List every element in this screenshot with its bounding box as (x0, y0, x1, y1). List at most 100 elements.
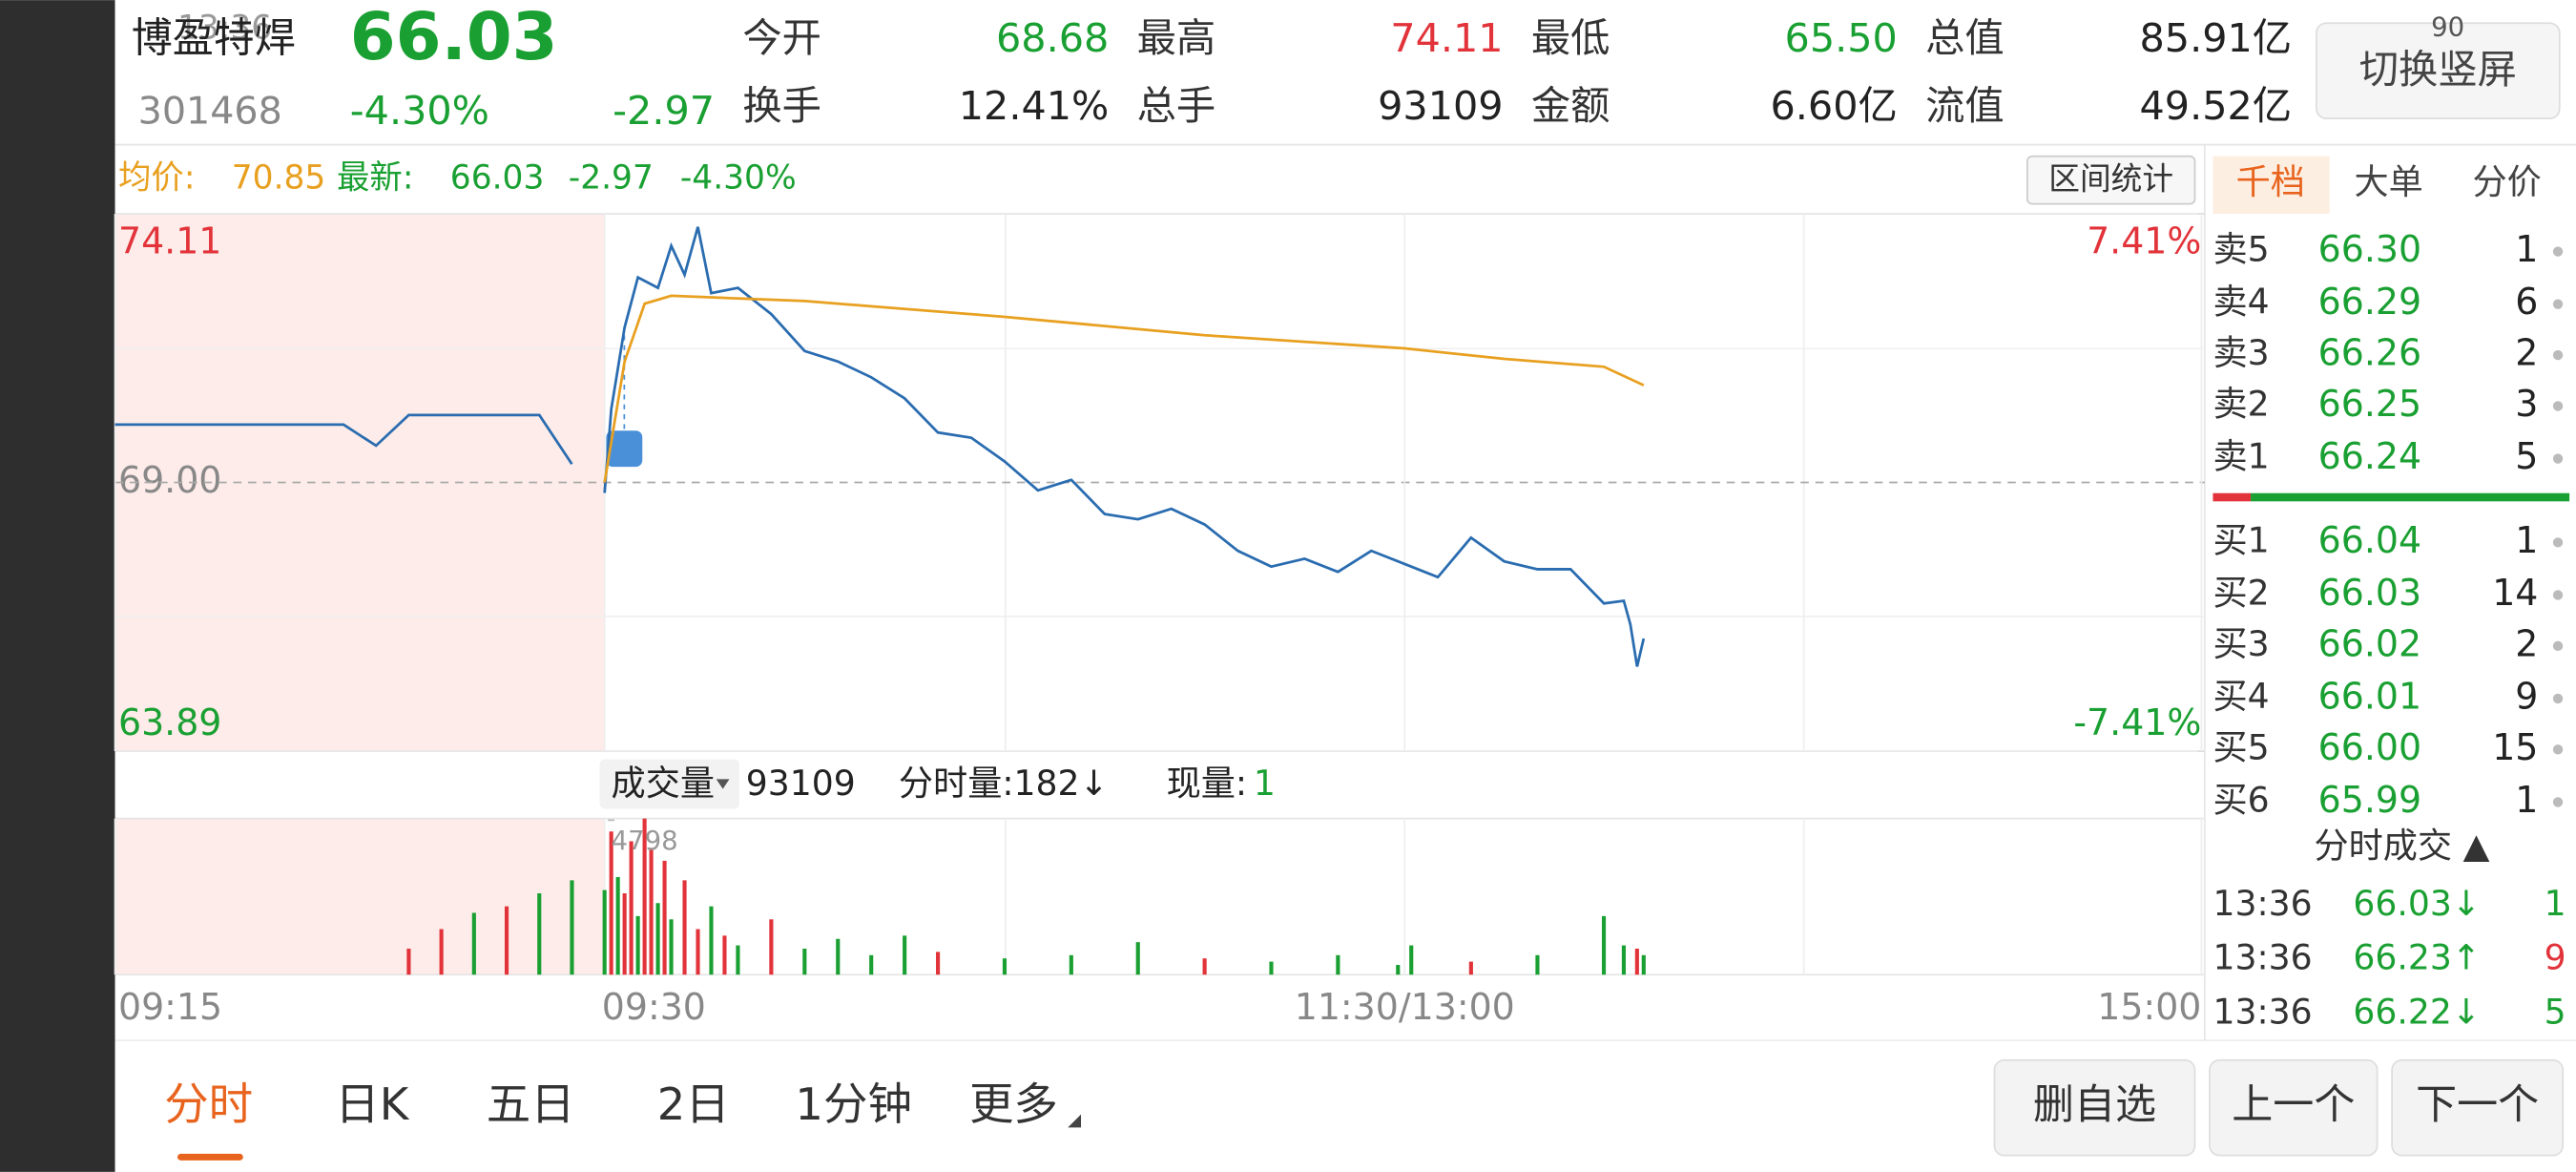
book-qty: 3 (2515, 383, 2538, 425)
book-qty: 15 (2492, 726, 2538, 768)
book-price: 65.99 (2318, 779, 2421, 821)
volume-bar (903, 935, 907, 975)
signal-badge (606, 430, 643, 468)
book-dot (2552, 693, 2564, 704)
book-divider-red (2212, 492, 2252, 502)
button-bg[interactable] (2391, 1058, 2565, 1157)
volume-bar (1468, 961, 1473, 975)
volume-max-label: 4798 (612, 826, 678, 856)
book-dot (2552, 453, 2564, 464)
book-tab[interactable]: 分价 (2473, 161, 2542, 202)
field-label: 最高 (1137, 15, 1216, 61)
book-label: 买3 (2212, 623, 2269, 664)
book-dot (2552, 299, 2564, 309)
field-value: 65.50 (1785, 15, 1898, 61)
button-label[interactable]: 下一个 (2416, 1081, 2539, 1129)
volume-bar (802, 948, 807, 975)
info-text: 70.85 (232, 158, 326, 197)
minute-volume: 分时量:182↓ (899, 763, 1109, 804)
book-dot (2552, 246, 2564, 257)
volume-bar (836, 938, 841, 975)
info-text: 最新: (337, 158, 413, 197)
book-dot (2552, 640, 2564, 652)
switch-button-label: 切换竖屏 (2359, 47, 2517, 93)
field-value: 49.52亿 (2140, 83, 2293, 129)
left-edge (0, 0, 115, 1172)
volume-selector[interactable] (599, 759, 739, 809)
volume-bar (1409, 945, 1414, 975)
volume-bar (642, 818, 647, 975)
range-button[interactable] (2026, 155, 2196, 205)
volume-bar (669, 919, 674, 975)
button-label[interactable]: 删自选 (2033, 1081, 2156, 1129)
volume-bar (1002, 958, 1008, 975)
volume-bar (504, 906, 509, 975)
field-value: 12.41% (959, 83, 1110, 129)
x-tick-label: 11:30/13:00 (1295, 986, 1515, 1028)
bottom-tab[interactable]: 更多 (969, 1078, 1058, 1130)
info-text: -4.30% (680, 158, 797, 197)
trade-qty: 9 (2545, 937, 2566, 978)
volume-bar (602, 889, 607, 975)
tab-active-bg[interactable] (2212, 156, 2330, 214)
book-qty: 2 (2515, 622, 2538, 664)
bottom-tab[interactable]: 五日 (487, 1078, 575, 1130)
button-bg[interactable] (2209, 1058, 2379, 1157)
book-label: 卖4 (2212, 282, 2269, 323)
book-dot (2552, 401, 2564, 411)
volume-bar (1396, 965, 1401, 975)
button-label[interactable]: 上一个 (2232, 1081, 2355, 1129)
y-tick-label: 69.00 (118, 459, 221, 501)
volume-bar (1535, 954, 1540, 975)
book-label: 卖2 (2212, 383, 2269, 424)
volume-bar (655, 903, 660, 975)
book-qty: 6 (2515, 281, 2538, 323)
book-price: 66.29 (2318, 281, 2421, 323)
bottom-tab[interactable]: 日K (335, 1078, 409, 1130)
dropdown-icon (716, 779, 730, 789)
current-label: 现量: (1167, 763, 1248, 804)
volume-title: 成交量 (612, 763, 715, 804)
book-divider-green (2251, 492, 2570, 502)
info-text: -2.97 (569, 158, 654, 197)
bottom-tab[interactable]: 2日 (657, 1078, 730, 1130)
stock-code: 301468 (138, 89, 282, 133)
volume-bar (736, 945, 740, 975)
book-price: 66.24 (2318, 435, 2421, 477)
stock-name: 博盈特焊 (132, 15, 296, 63)
switch-button[interactable] (2316, 22, 2561, 119)
book-tab[interactable]: 大单 (2355, 161, 2423, 202)
trade-qty: 5 (2545, 992, 2566, 1033)
book-label: 买4 (2212, 676, 2269, 717)
trade-time: 13:36 (2212, 992, 2312, 1033)
x-tick-label: 09:30 (602, 986, 706, 1028)
book-label: 卖3 (2212, 332, 2269, 373)
button-bg[interactable] (1993, 1058, 2196, 1157)
volume-bar (406, 948, 411, 975)
field-label: 流值 (1925, 83, 2005, 129)
status-time: 13:36 (177, 10, 272, 48)
tab-underline (177, 1153, 243, 1161)
y2-tick-label: 7.41% (2087, 220, 2201, 262)
volume-bar (1634, 948, 1639, 975)
bottom-tab[interactable]: 分时 (164, 1078, 253, 1130)
field-value: 74.11 (1390, 15, 1503, 61)
book-dot (2552, 797, 2564, 807)
field-value: 68.68 (996, 15, 1109, 61)
volume-bar (629, 841, 634, 975)
bottom-tab[interactable]: 1分钟 (795, 1078, 912, 1130)
book-price: 66.30 (2318, 228, 2421, 270)
book-tab[interactable]: 千档 (2236, 161, 2305, 202)
field-value: 6.60亿 (1771, 83, 1898, 129)
trade-price: 66.03↓ (2353, 883, 2481, 924)
volume-bar (649, 848, 654, 975)
volume-bar (1135, 942, 1140, 975)
pre-market-shade (114, 818, 605, 975)
book-dot (2552, 349, 2564, 361)
field-value: 93109 (1378, 83, 1503, 129)
price-line (603, 226, 1646, 667)
volume-bar (615, 876, 620, 975)
book-qty: 9 (2515, 675, 2538, 717)
